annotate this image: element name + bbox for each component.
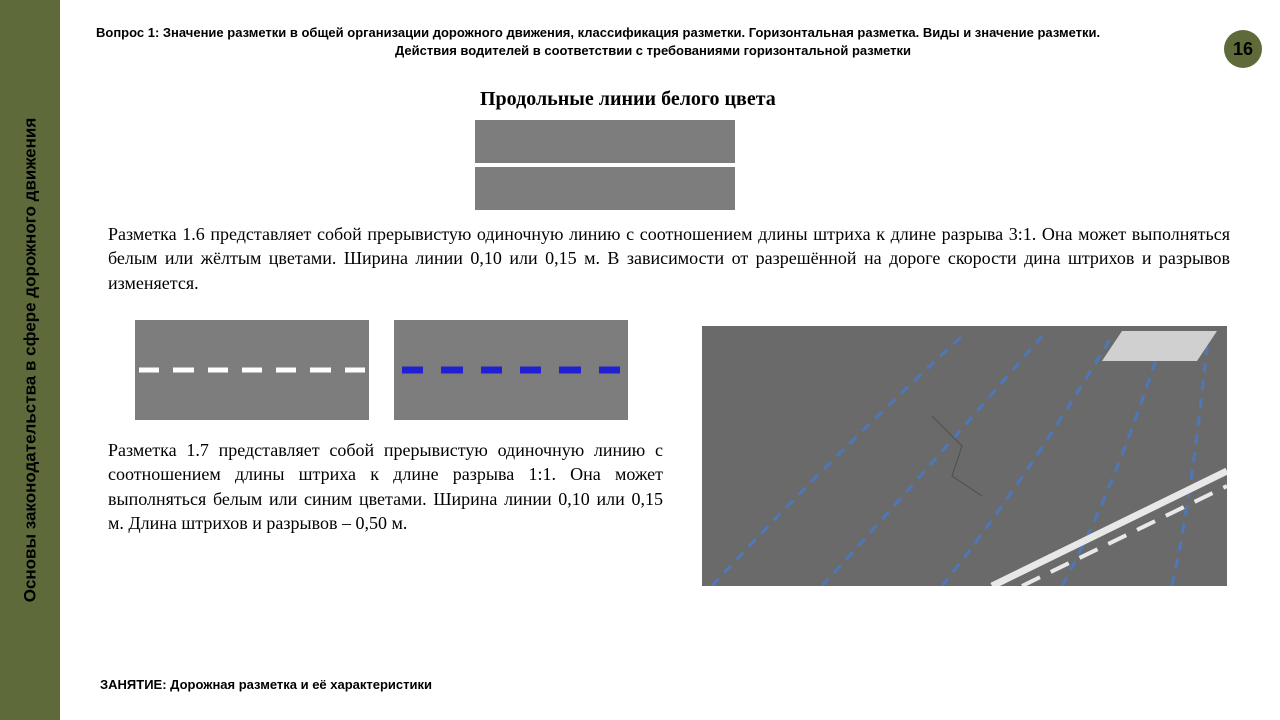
paragraph-1: Разметка 1.6 представляет собой прерывис…	[108, 222, 1230, 295]
diagram-two-strips	[475, 120, 735, 210]
header-line-1: Вопрос 1: Значение разметки в общей орга…	[96, 25, 1100, 40]
dash	[402, 367, 423, 374]
dash	[310, 368, 330, 373]
main-title: Продольные линии белого цвета	[480, 88, 776, 111]
paragraph-2: Разметка 1.7 представляет собой прерывис…	[108, 438, 663, 535]
dash	[481, 367, 502, 374]
question-header: Вопрос 1: Значение разметки в общей орга…	[96, 24, 1210, 60]
diagram-blue-dashes	[394, 320, 628, 420]
dash	[173, 368, 193, 373]
page-number-badge: 16	[1224, 30, 1262, 68]
dash	[242, 368, 262, 373]
road-strip	[475, 120, 735, 163]
dash	[345, 368, 365, 373]
dash	[139, 368, 159, 373]
dash-row	[394, 367, 628, 374]
road-photo-svg	[702, 326, 1227, 586]
dash-row	[135, 368, 369, 373]
dash	[520, 367, 541, 374]
dash	[276, 368, 296, 373]
dash	[208, 368, 228, 373]
road-strip	[475, 167, 735, 210]
dash	[441, 367, 462, 374]
sidebar: Основы законодательства в сфере дорожног…	[0, 0, 60, 720]
header-line-2: Действия водителей в соответствии с треб…	[96, 42, 1210, 60]
road-photo	[702, 326, 1227, 586]
dash	[559, 367, 580, 374]
diagrams-row	[135, 320, 628, 420]
dash	[599, 367, 620, 374]
sidebar-title: Основы законодательства в сфере дорожног…	[20, 118, 40, 603]
diagram-white-dashes	[135, 320, 369, 420]
footer-text: ЗАНЯТИЕ: Дорожная разметка и её характер…	[100, 677, 432, 692]
